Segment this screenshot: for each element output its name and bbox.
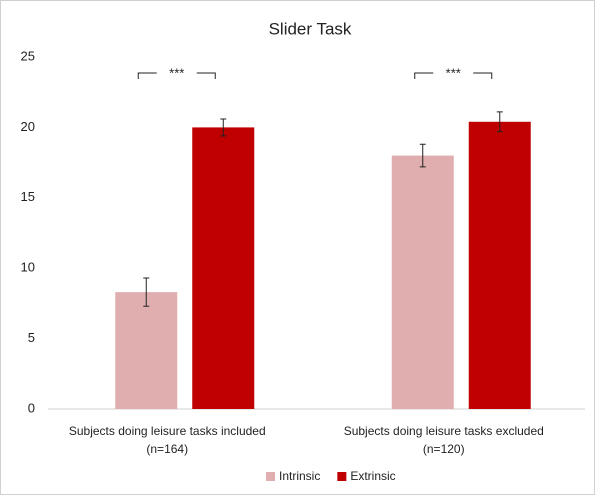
- x-tick-label: (n=120): [423, 442, 465, 456]
- y-tick-label: 10: [21, 260, 35, 275]
- bar: [192, 127, 255, 410]
- significance-bracket: [137, 72, 216, 79]
- chart-title: Slider Task: [269, 19, 352, 38]
- y-tick-label: 15: [21, 189, 35, 204]
- annotation: ***: [169, 65, 184, 80]
- legend-swatch: [266, 472, 275, 481]
- bar: [468, 121, 531, 409]
- legend-label: Extrinsic: [350, 469, 395, 483]
- bar: [115, 292, 178, 409]
- bar: [391, 155, 454, 409]
- y-tick-label: 20: [21, 119, 35, 134]
- y-tick-label: 5: [28, 330, 35, 345]
- y-tick-label: 0: [28, 400, 35, 415]
- y-tick-label: 25: [21, 48, 35, 63]
- error-bar: [496, 111, 503, 133]
- legend-swatch: [337, 472, 347, 481]
- error-bar: [419, 143, 426, 168]
- annotation: ***: [446, 65, 461, 80]
- legend-label: Intrinsic: [279, 469, 320, 483]
- x-tick-label: Subjects doing leisure tasks excluded: [344, 424, 544, 438]
- significance-bracket: [414, 72, 493, 79]
- error-bar: [143, 277, 150, 307]
- x-tick-label: (n=164): [146, 442, 188, 456]
- error-bar: [220, 118, 227, 137]
- x-tick-label: Subjects doing leisure tasks included: [69, 424, 266, 438]
